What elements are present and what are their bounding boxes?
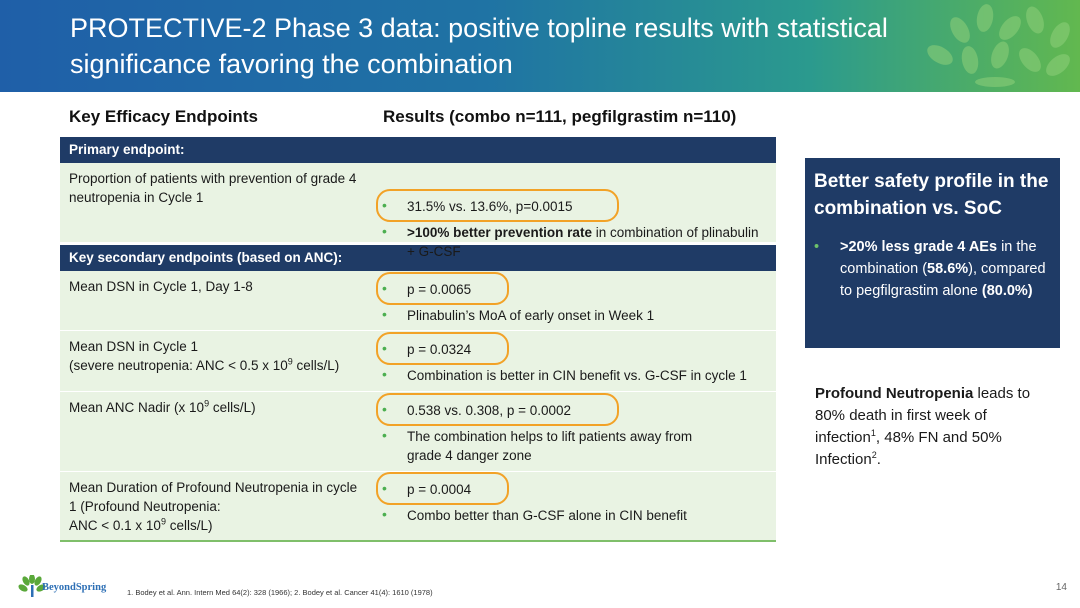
bullet-icon: • [382,306,387,322]
result-highlight [376,332,509,365]
column-header-results: Results (combo n=111, pegfilgrastim n=11… [383,107,737,126]
result-note: Plinabulin’s MoA of early onset in Week … [407,308,655,323]
table-row: Mean DSN in Cycle 1, Day 1-8 • p = 0.006… [60,271,776,331]
beyondspring-logo-icon [18,575,46,597]
logo-text: BeyondSpring [42,582,107,593]
table-row: Proportion of patients with prevention o… [60,163,776,259]
bullet-icon: • [382,427,387,443]
profound-neutropenia-note: Profound Neutropenia leads to 80% death … [815,385,1031,468]
table-row: Mean Duration of Profound Neutropenia in… [60,472,776,542]
result-highlight [376,393,619,426]
endpoint-label: Mean ANC Nadir (x 109 cells/L) [69,398,256,415]
result-value: 31.5% vs. 13.6%, p=0.0015 [407,199,573,214]
safety-profile-box: Better safety profile in the combination… [805,158,1060,348]
table-row: Mean DSN in Cycle 1 (severe neutropenia:… [60,331,776,392]
endpoint-label: Mean DSN in Cycle 1, Day 1-8 [69,279,253,294]
bullet-icon: • [382,480,387,496]
result-highlight [376,272,509,305]
bullet-icon: • [814,239,820,255]
endpoint-label: Mean Duration of Profound Neutropenia in… [69,480,358,533]
endpoints-table: Primary endpoint: Proportion of patients… [60,137,776,542]
result-value: p = 0.0004 [407,482,472,497]
bullet-icon: • [382,506,387,522]
footnote: 1. Bodey et al. Ann. Intern Med 64(2): 3… [127,588,433,597]
bullet-icon: • [382,197,387,213]
result-value: p = 0.0065 [407,282,472,297]
safety-text: >20% less grade 4 AEs in the combination… [840,239,1046,299]
bullet-icon: • [382,280,387,296]
result-note: >100% better prevention rate in combinat… [407,225,759,259]
leaf-tree-icon [927,4,1070,87]
result-note: Combo better than G-CSF alone in CIN ben… [407,508,687,523]
page-number: 14 [1055,582,1067,593]
bullet-icon: • [382,223,387,239]
result-note: The combination helps to lift patients a… [407,429,693,463]
result-note: Combination is better in CIN benefit vs.… [407,368,747,383]
endpoint-label: Proportion of patients with prevention o… [69,171,357,205]
endpoint-label: Mean DSN in Cycle 1 (severe neutropenia:… [69,339,340,373]
result-value: 0.538 vs. 0.308, p = 0.0002 [407,403,572,418]
slide-title: PROTECTIVE-2 Phase 3 data: positive topl… [70,13,888,79]
bullet-icon: • [382,401,387,417]
table-row: Mean ANC Nadir (x 109 cells/L) • 0.538 v… [60,392,776,472]
secondary-endpoints-header: Key secondary endpoints (based on ANC): [60,245,776,271]
result-highlight [376,189,619,222]
result-highlight [376,472,509,505]
result-value: p = 0.0324 [407,342,472,357]
safety-title: Better safety profile in the combination… [814,171,1049,219]
bullet-icon: • [382,366,387,382]
slide-header: PROTECTIVE-2 Phase 3 data: positive topl… [0,0,1080,92]
primary-endpoint-header: Primary endpoint: [60,137,776,163]
column-header-endpoints: Key Efficacy Endpoints [69,107,258,126]
bullet-icon: • [382,340,387,356]
